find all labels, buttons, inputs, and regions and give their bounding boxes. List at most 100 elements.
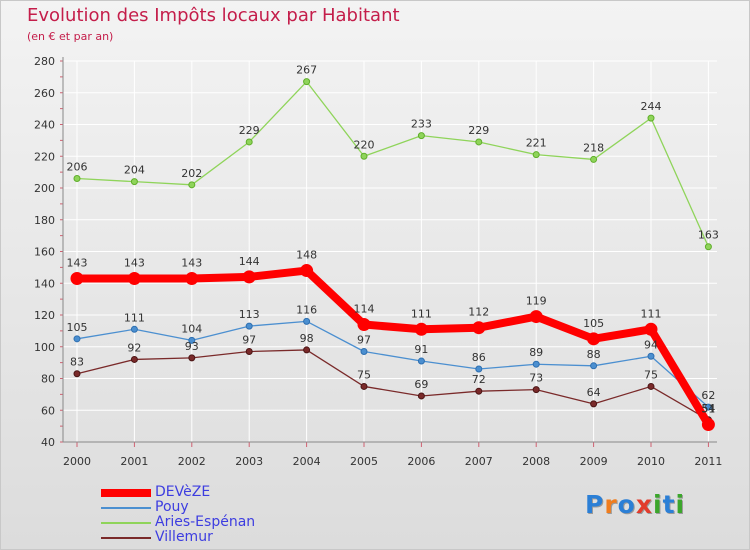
data-label: 143 bbox=[67, 256, 88, 269]
logo-letter: r bbox=[604, 490, 618, 519]
legend-item-aries-espenan: Aries-Espénan bbox=[101, 515, 255, 530]
x-tick-label: 2009 bbox=[580, 455, 608, 468]
data-label: 111 bbox=[124, 311, 145, 324]
data-label: 143 bbox=[181, 256, 202, 269]
data-label: 91 bbox=[414, 343, 428, 356]
data-label: 111 bbox=[411, 307, 432, 320]
data-point bbox=[185, 271, 199, 285]
data-point bbox=[70, 271, 84, 285]
data-point bbox=[417, 132, 425, 140]
logo-letter: P bbox=[585, 490, 605, 519]
series-line-devèze bbox=[73, 266, 713, 429]
legend-label-villemur: Villemur bbox=[155, 529, 213, 545]
data-label: 144 bbox=[239, 255, 260, 268]
data-label: 267 bbox=[296, 64, 317, 77]
data-label: 233 bbox=[411, 118, 432, 131]
y-tick-label: 280 bbox=[34, 55, 55, 68]
data-point bbox=[532, 386, 540, 394]
data-label: 62 bbox=[701, 389, 715, 402]
data-label: 51 bbox=[701, 403, 715, 416]
data-point bbox=[245, 348, 253, 356]
x-tick-label: 2008 bbox=[522, 455, 550, 468]
y-tick-label: 180 bbox=[34, 214, 55, 227]
data-label: 75 bbox=[357, 368, 371, 381]
data-point bbox=[188, 336, 196, 344]
y-tick-label: 260 bbox=[34, 87, 55, 100]
data-point bbox=[644, 322, 658, 336]
data-label: 97 bbox=[357, 334, 371, 347]
data-label: 111 bbox=[641, 307, 662, 320]
series-layer bbox=[70, 78, 715, 432]
y-tick-label: 160 bbox=[34, 246, 55, 259]
data-point bbox=[704, 243, 712, 251]
x-tick-label: 2010 bbox=[637, 455, 665, 468]
data-label: 116 bbox=[296, 303, 317, 316]
y-tick-label: 240 bbox=[34, 119, 55, 132]
data-point bbox=[647, 382, 655, 390]
legend-label-aries-espenan: Aries-Espénan bbox=[155, 514, 256, 530]
logo-letter: i bbox=[653, 490, 663, 519]
data-point bbox=[647, 114, 655, 122]
x-tick-label: 2003 bbox=[235, 455, 263, 468]
x-tick-label: 2000 bbox=[63, 455, 91, 468]
data-label: 73 bbox=[529, 372, 543, 385]
data-label: 244 bbox=[641, 100, 662, 113]
data-point bbox=[475, 365, 483, 373]
data-label: 104 bbox=[181, 322, 202, 335]
data-label: 72 bbox=[472, 373, 486, 386]
data-label: 93 bbox=[185, 340, 199, 353]
data-point bbox=[414, 322, 428, 336]
data-label: 143 bbox=[124, 256, 145, 269]
data-label: 220 bbox=[354, 138, 375, 151]
legend-swatch-pouy bbox=[101, 506, 151, 509]
data-label: 88 bbox=[587, 348, 601, 361]
data-point bbox=[590, 400, 598, 408]
proxiti-logo: Proxiti bbox=[585, 490, 685, 519]
data-label: 105 bbox=[67, 321, 88, 334]
legend-item-pouy: Pouy bbox=[101, 500, 255, 515]
logo-letter: t bbox=[662, 490, 676, 519]
data-point bbox=[245, 138, 253, 146]
data-point bbox=[73, 174, 81, 182]
grid-layer bbox=[63, 60, 717, 443]
data-label: 94 bbox=[644, 338, 658, 351]
data-point bbox=[532, 360, 540, 368]
y-tick-label: 220 bbox=[34, 150, 55, 163]
data-label: 148 bbox=[296, 249, 317, 262]
data-label: 69 bbox=[414, 378, 428, 391]
data-point bbox=[360, 152, 368, 160]
data-point bbox=[587, 332, 601, 346]
data-label: 221 bbox=[526, 137, 547, 150]
data-label: 229 bbox=[468, 124, 489, 137]
legend-swatch-aries-espenan bbox=[101, 521, 151, 524]
data-point bbox=[472, 321, 486, 335]
legend-label-deveze: DEVèZE bbox=[155, 484, 211, 500]
data-point bbox=[130, 325, 138, 333]
data-label: 83 bbox=[70, 356, 84, 369]
data-label: 114 bbox=[354, 303, 375, 316]
data-label: 204 bbox=[124, 164, 145, 177]
data-point bbox=[188, 181, 196, 189]
y-tick-label: 100 bbox=[34, 341, 55, 354]
x-tick-label: 2007 bbox=[465, 455, 493, 468]
data-label: 92 bbox=[127, 341, 141, 354]
data-point bbox=[590, 155, 598, 163]
legend-label-pouy: Pouy bbox=[155, 499, 189, 515]
data-point bbox=[242, 270, 256, 284]
series-line-pouy bbox=[76, 320, 710, 408]
data-point bbox=[130, 355, 138, 363]
data-point bbox=[73, 370, 81, 378]
data-point bbox=[475, 387, 483, 395]
data-point bbox=[417, 392, 425, 400]
data-point bbox=[245, 322, 253, 330]
data-point bbox=[300, 264, 314, 278]
data-label: 112 bbox=[468, 306, 489, 319]
data-point bbox=[303, 78, 311, 86]
data-label: 206 bbox=[67, 160, 88, 173]
data-point bbox=[303, 317, 311, 325]
data-point bbox=[647, 352, 655, 360]
data-point bbox=[529, 310, 543, 324]
data-point bbox=[357, 318, 371, 332]
y-tick-label: 80 bbox=[41, 373, 55, 386]
